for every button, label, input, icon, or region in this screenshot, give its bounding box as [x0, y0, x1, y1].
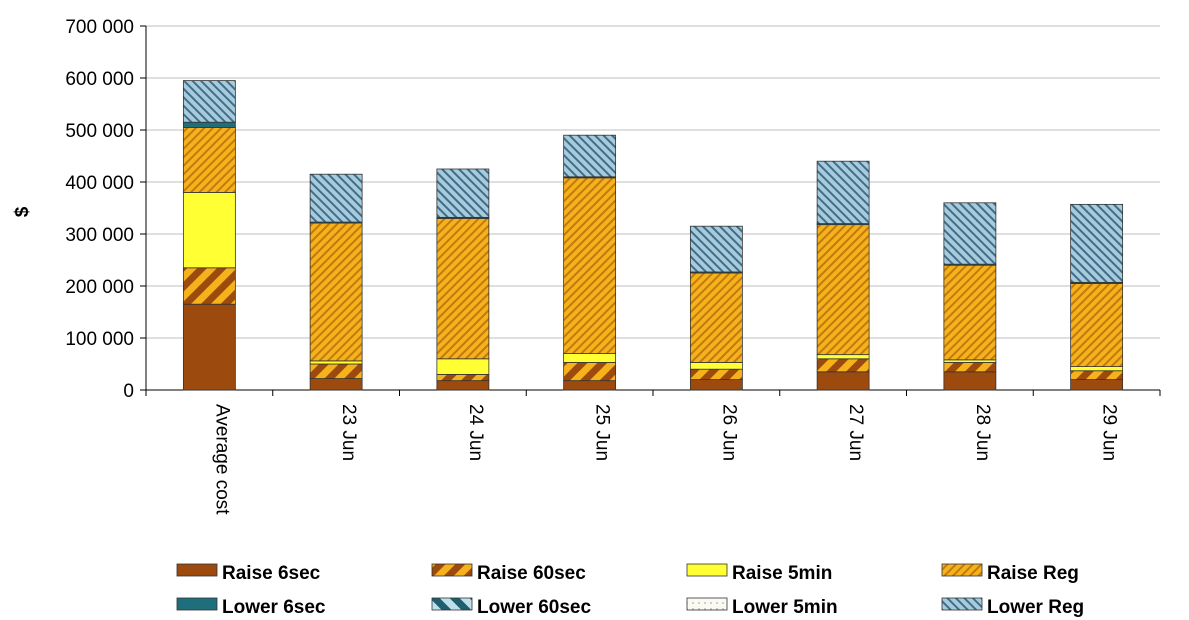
legend-label: Raise 5min [732, 563, 832, 584]
bar-segment-lower-6sec [182, 121, 236, 128]
legend-label: Lower 5min [732, 597, 838, 618]
y-tick-label: 100 000 [65, 329, 134, 350]
bar-segment-raise-6sec [816, 371, 870, 391]
bar-segment-lower-reg [816, 160, 870, 224]
x-tick-label: 27 Jun [845, 404, 866, 461]
bar-segment-raise-60sec [563, 362, 617, 382]
axis-labels: 0 100 000 200 000 300 000 400 000 500 000 600 … [12, 17, 1120, 515]
bar-segment-raise-6sec [1070, 379, 1124, 391]
bar-segment-raise-reg [1070, 282, 1124, 367]
bar-segment-raise-5min [309, 360, 363, 365]
bar-segment-raise-5min [182, 191, 236, 269]
bar-segment-raise-reg [943, 264, 997, 361]
legend-label: Lower 60sec [477, 597, 591, 618]
bar-segment-raise-5min [436, 358, 490, 375]
bar-segment-raise-6sec [563, 380, 617, 391]
bar-segment-raise-60sec [943, 362, 997, 373]
bars [182, 80, 1124, 391]
y-axis-title: $ [12, 206, 33, 217]
y-tick-label: 600 000 [65, 69, 134, 90]
x-tick-label: 25 Jun [592, 404, 613, 461]
legend-swatch [176, 563, 218, 577]
bar-segment-lower-reg [563, 134, 617, 178]
legend-label: Raise 6sec [222, 563, 321, 584]
bar-segment-raise-5min [816, 354, 870, 360]
bar-segment-raise-60sec [816, 358, 870, 373]
bar-segment-lower-reg [943, 202, 997, 265]
x-tick-label: 24 Jun [465, 404, 486, 461]
bar-segment-lower-reg [182, 80, 236, 123]
axes [140, 25, 1161, 396]
bar-segment-raise-reg [309, 222, 363, 362]
bar-segment-raise-5min [563, 353, 617, 363]
y-tick-label: 0 [123, 381, 134, 402]
x-tick-label: 28 Jun [972, 404, 993, 461]
legend-label: Raise 60sec [477, 563, 586, 584]
y-tick-label: 300 000 [65, 225, 134, 246]
bar-segment-raise-reg [182, 127, 236, 193]
legend-swatch [686, 597, 728, 611]
legend-swatch [686, 563, 728, 577]
gridlines [146, 25, 1160, 339]
bar-segment-lower-reg [1070, 203, 1124, 283]
bar-segment-raise-reg [563, 177, 617, 354]
bar-segment-raise-6sec [943, 371, 997, 391]
legend: Raise 6sec Raise 60sec Raise 5min Raise Reg… [176, 563, 1084, 618]
legend-swatch [431, 563, 473, 577]
x-tick-label: 23 Jun [338, 404, 359, 461]
y-tick-label: 700 000 [65, 17, 134, 38]
legend-swatch [431, 597, 473, 611]
legend-swatch [941, 563, 983, 577]
legend-swatch [941, 597, 983, 611]
bar-segment-raise-5min [689, 362, 743, 370]
bar-segment-lower-reg [689, 225, 743, 273]
legend-label: Raise Reg [987, 563, 1079, 584]
bar-segment-raise-6sec [182, 303, 236, 391]
x-tick-label: 26 Jun [718, 404, 739, 461]
bar-segment-raise-reg [816, 224, 870, 356]
legend-label: Lower Reg [987, 597, 1084, 618]
y-tick-label: 400 000 [65, 173, 134, 194]
bar-segment-raise-6sec [309, 378, 363, 391]
y-tick-label: 500 000 [65, 121, 134, 142]
bar-segment-raise-5min [1070, 366, 1124, 372]
bar-segment-lower-reg [309, 173, 363, 223]
y-tick-label: 200 000 [65, 277, 134, 298]
bar-segment-lower-reg [436, 168, 490, 218]
bar-segment-raise-60sec [1070, 370, 1124, 381]
legend-swatch [176, 597, 218, 611]
x-tick-label: 29 Jun [1099, 404, 1120, 461]
bar-segment-raise-60sec [309, 363, 363, 379]
bar-segment-raise-60sec [436, 373, 490, 382]
bar-segment-raise-reg [436, 217, 490, 360]
bar-segment-raise-6sec [436, 380, 490, 391]
legend-label: Lower 6sec [222, 597, 326, 618]
bar-segment-raise-60sec [182, 267, 236, 305]
bar-segment-raise-60sec [689, 368, 743, 381]
bar-segment-raise-6sec [689, 379, 743, 391]
x-tick-label: Average cost [211, 404, 232, 515]
bar-segment-raise-reg [689, 272, 743, 363]
